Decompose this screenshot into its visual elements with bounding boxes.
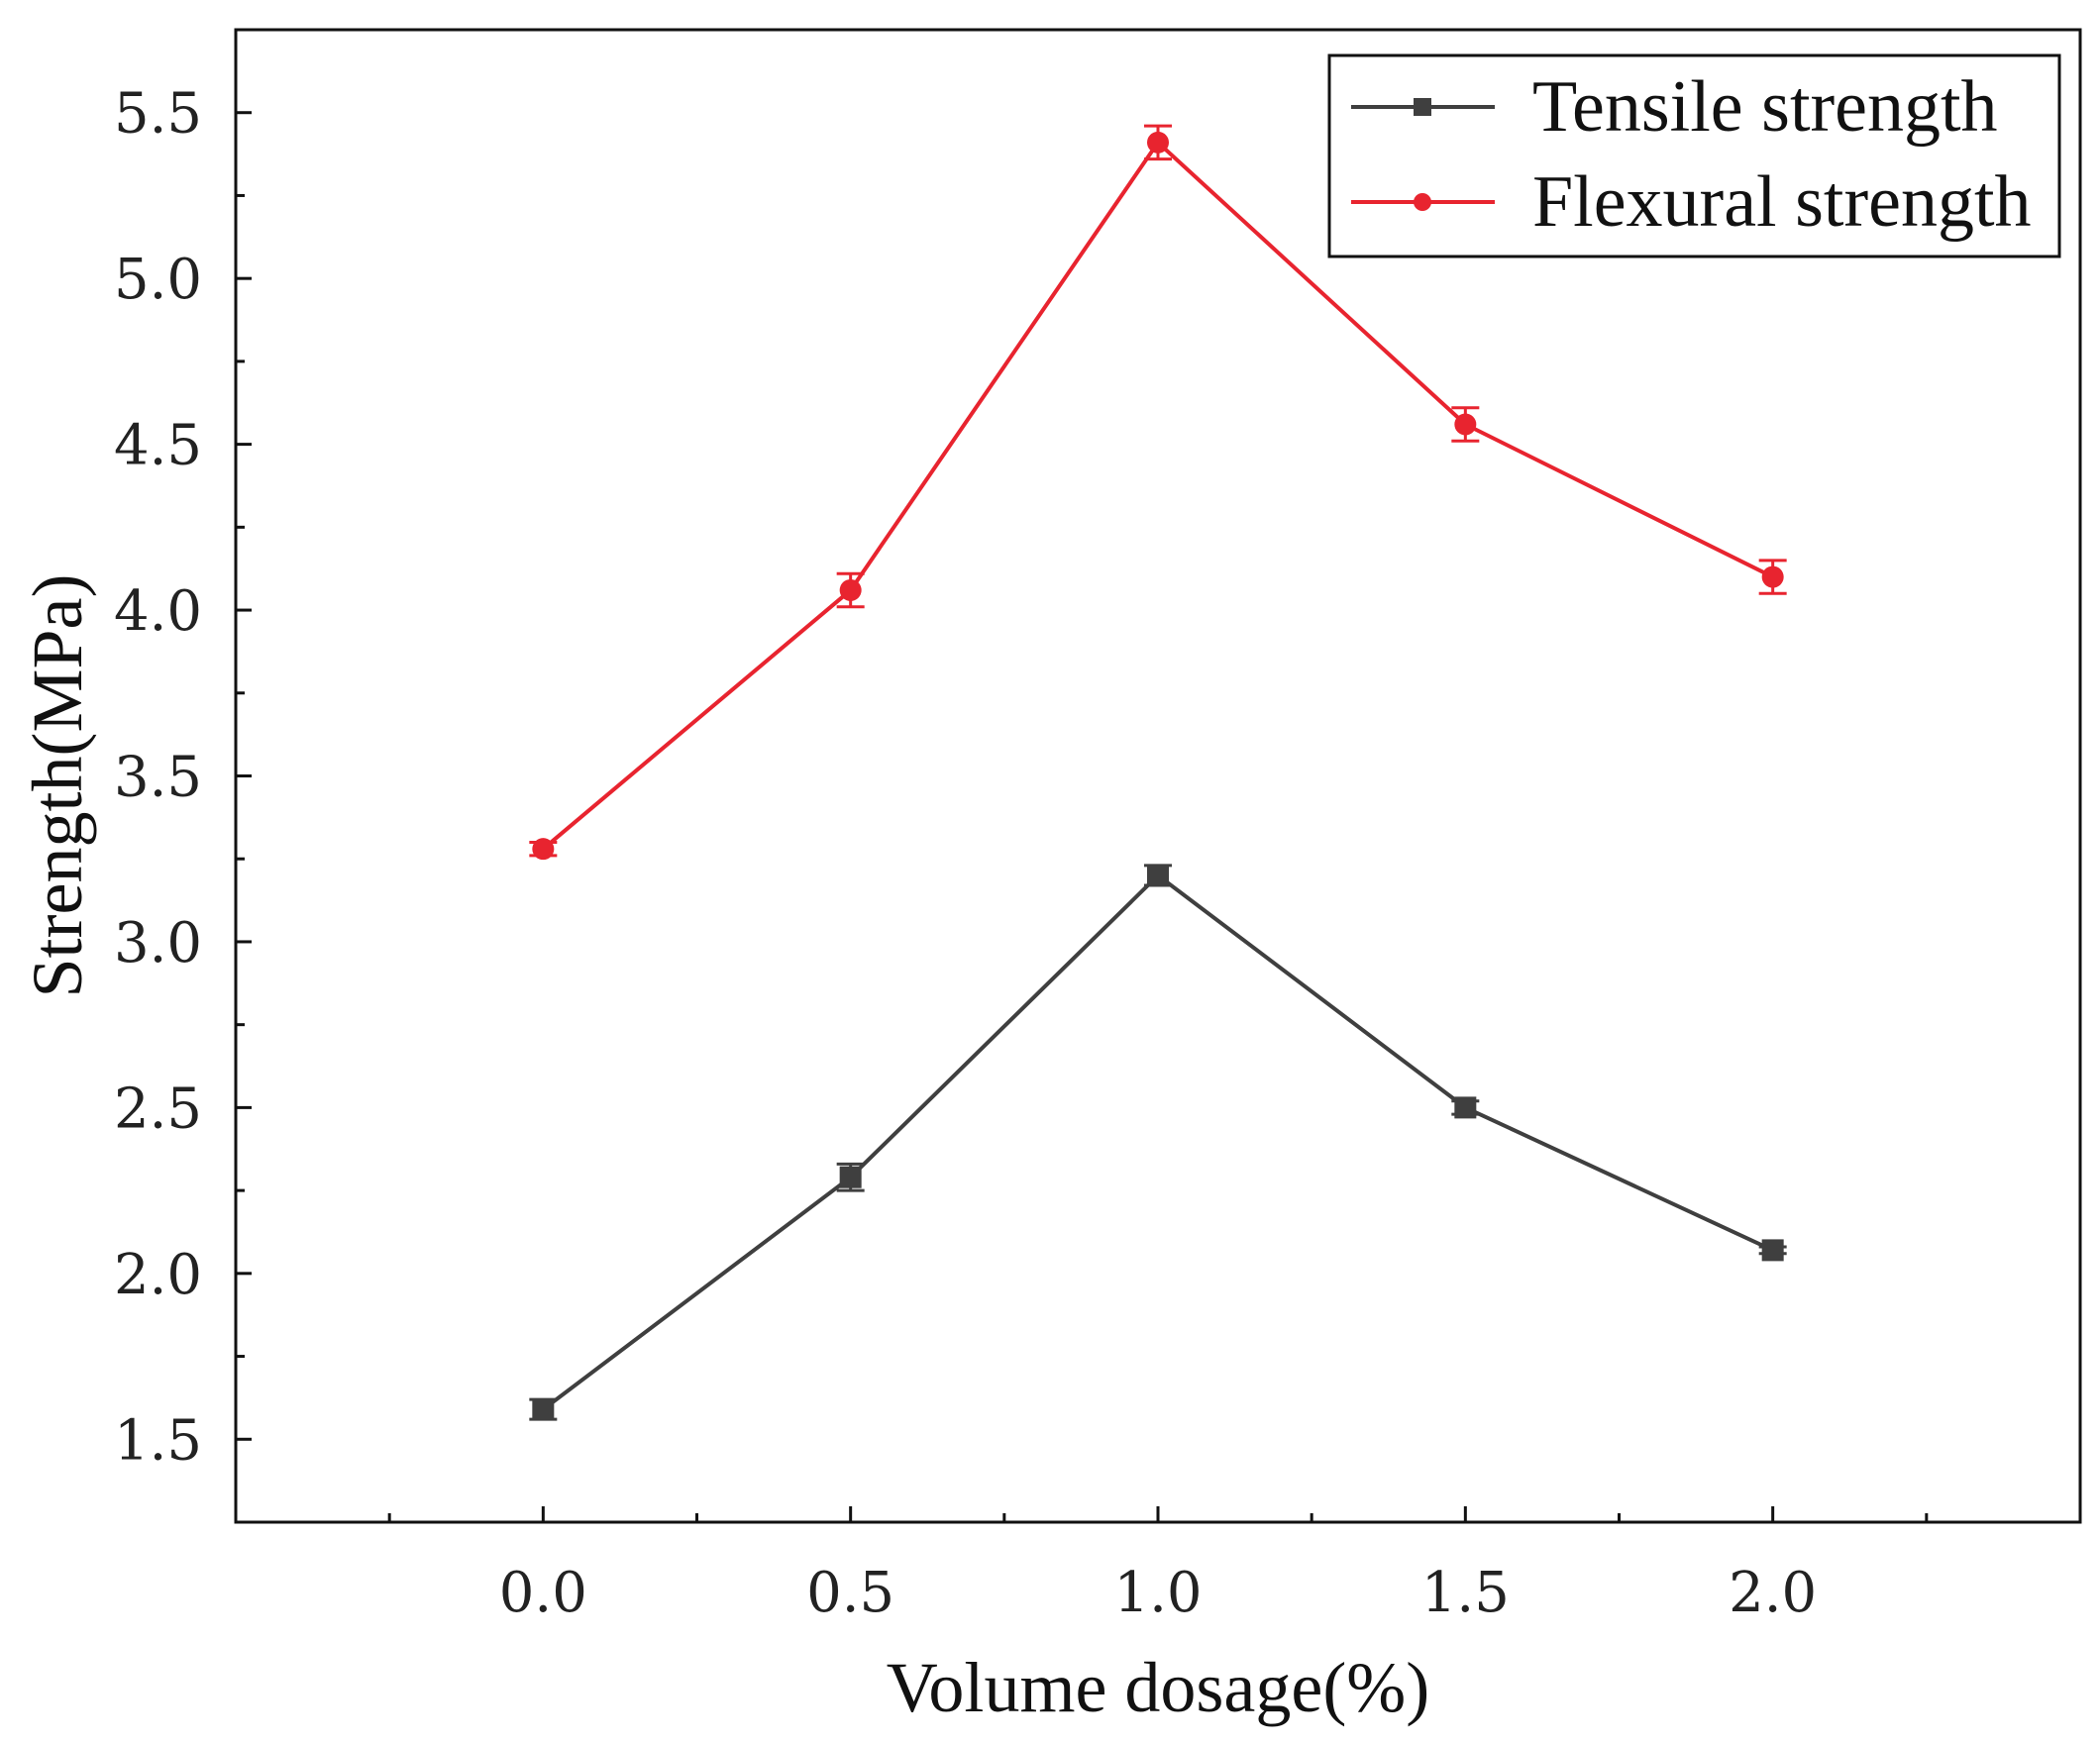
series-flexural-strength — [529, 124, 1787, 861]
x-tick-label: 1.0 — [1113, 1561, 1202, 1625]
data-point — [1454, 413, 1477, 436]
legend-marker — [1414, 98, 1431, 116]
y-tick-label: 3.0 — [114, 911, 202, 975]
y-tick-label: 3.5 — [114, 746, 202, 810]
y-tick-label: 5.0 — [114, 248, 202, 312]
axes: 1.5 2.0 2.5 3.0 3.5 4.0 4.5 5.0 5.5 0.0 0.5 1.0 1.5 2… — [114, 28, 2082, 1625]
x-tick-label: 1.5 — [1421, 1561, 1510, 1625]
series-tensile-strength — [529, 864, 1787, 1421]
legend: Tensile strength Flexural strength — [1327, 53, 2061, 258]
data-point — [1147, 131, 1169, 154]
data-point — [532, 1398, 555, 1421]
x-tick-label: 0.5 — [806, 1561, 894, 1625]
y-tick-label: 5.5 — [114, 82, 202, 147]
series-layer — [529, 124, 1787, 1421]
y-tick-label: 1.5 — [114, 1408, 202, 1473]
data-point — [1454, 1096, 1477, 1119]
data-point — [1761, 565, 1784, 588]
data-point — [839, 1166, 862, 1188]
x-tick-label: 0.0 — [499, 1561, 587, 1625]
y-tick-label: 2.5 — [114, 1077, 202, 1141]
data-point — [1761, 1239, 1784, 1262]
y-tick-label: 2.0 — [114, 1243, 202, 1307]
x-tick-label: 2.0 — [1729, 1561, 1817, 1625]
series-line — [542, 872, 1774, 1411]
y-axis-title: Strength(MPa) — [18, 574, 97, 998]
legend-box — [1327, 53, 2061, 258]
data-point — [532, 838, 555, 861]
legend-label: Flexural strength — [1532, 161, 2032, 243]
y-tick-label: 4.0 — [114, 579, 202, 644]
x-axis-title: Volume dosage(%) — [887, 1648, 1430, 1727]
legend-marker — [1414, 193, 1431, 211]
data-point — [839, 578, 862, 601]
legend-label: Tensile strength — [1532, 66, 1998, 148]
data-point — [1147, 864, 1169, 886]
y-tick-label: 4.5 — [114, 414, 202, 478]
